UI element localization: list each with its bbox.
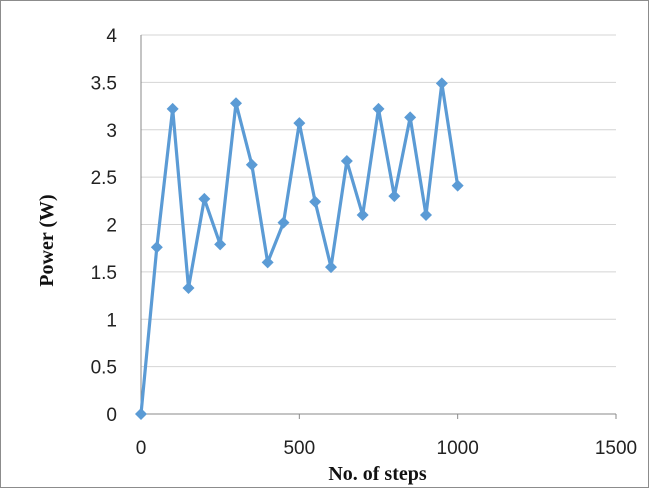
- axes: [140, 35, 617, 419]
- y-tick-label-7: 3.5: [91, 73, 117, 94]
- series-line-0: [139, 81, 460, 415]
- data-point-20: [451, 179, 464, 192]
- gridlines: [141, 34, 616, 368]
- y-tick-label-2: 1: [106, 310, 117, 331]
- y-tick-label-0: 0: [106, 405, 117, 426]
- data-point-1: [150, 241, 163, 254]
- data-point-4: [198, 192, 211, 205]
- data-point-13: [340, 155, 353, 168]
- data-series: [135, 77, 464, 420]
- data-point-16: [388, 190, 401, 203]
- x-tick-label-0: 0: [136, 438, 147, 459]
- data-point-5: [214, 238, 227, 251]
- x-tick-label-3: 1500: [595, 438, 637, 459]
- y-tick-label-1: 0.5: [91, 358, 117, 379]
- data-point-19: [435, 77, 448, 90]
- data-point-2: [166, 102, 179, 115]
- y-tick-label-4: 2: [106, 216, 117, 237]
- tick-labels: 0 0.5 1 1.5 2 2.5 3 3.5 4 0 500 1000 1500: [91, 26, 638, 459]
- x-tick-label-2: 1000: [437, 438, 479, 459]
- data-point-10: [293, 117, 306, 130]
- data-point-18: [420, 209, 432, 222]
- y-axis-title: Power (W): [36, 194, 58, 286]
- data-point-11: [309, 195, 322, 208]
- data-point-15: [372, 102, 385, 115]
- data-point-8: [261, 256, 274, 269]
- data-point-6: [230, 97, 242, 110]
- x-tick-label-1: 500: [283, 438, 315, 459]
- data-point-12: [325, 261, 337, 274]
- data-point-17: [404, 111, 417, 124]
- x-axis-title: No. of steps: [328, 463, 427, 485]
- y-tick-label-3: 1.5: [91, 263, 117, 284]
- y-tick-label-5: 2.5: [91, 168, 117, 189]
- data-point-14: [356, 209, 369, 222]
- data-point-3: [182, 281, 195, 294]
- y-tick-label-8: 4: [106, 26, 117, 47]
- y-tick-label-6: 3: [106, 121, 117, 142]
- data-point-9: [277, 216, 290, 229]
- data-point-0: [135, 408, 147, 420]
- data-point-7: [245, 158, 258, 171]
